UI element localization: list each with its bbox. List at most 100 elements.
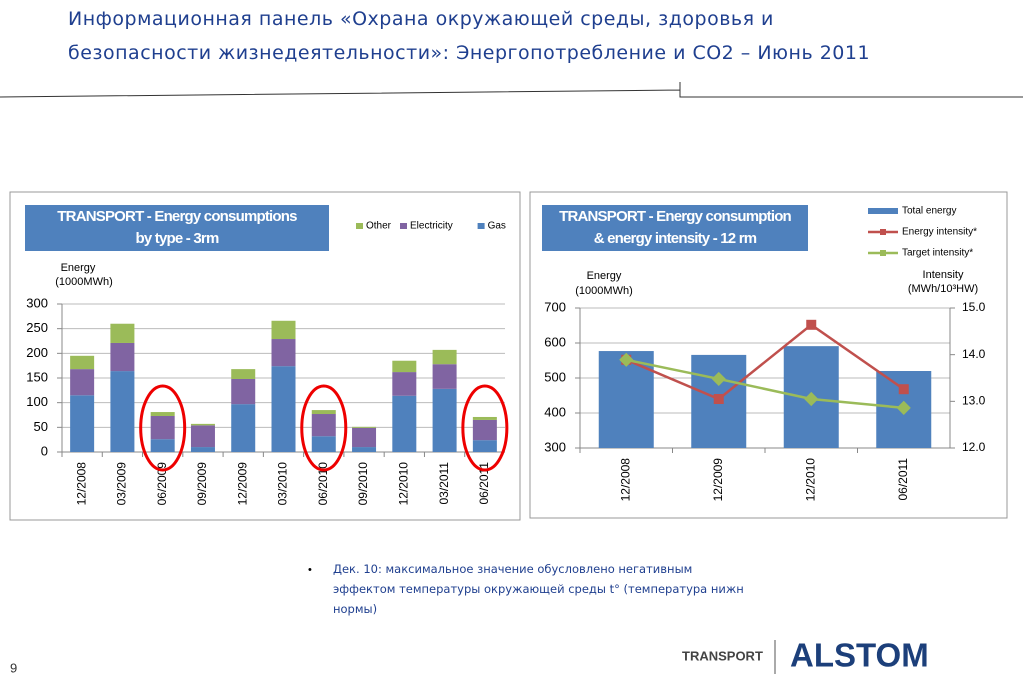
bar — [352, 447, 377, 452]
x-tick-label: 03/2010 — [276, 462, 290, 506]
bar — [70, 355, 95, 370]
chart-title: by type - 3rm — [136, 230, 219, 247]
legend-swatch — [400, 223, 407, 229]
legend-swatch — [880, 229, 886, 235]
bar — [110, 371, 135, 452]
bar — [70, 369, 95, 396]
bar — [392, 395, 417, 452]
y-tick-label: 600 — [544, 334, 566, 349]
brand: ALSTOM — [790, 637, 929, 674]
bar — [432, 364, 457, 389]
y-tick-label: 0 — [41, 443, 48, 458]
marker — [898, 384, 909, 395]
page-number: 9 — [10, 660, 17, 675]
division: TRANSPORT — [682, 648, 763, 663]
bar — [472, 419, 497, 441]
legend-swatch — [477, 223, 485, 229]
bar — [231, 404, 256, 452]
bar — [352, 426, 377, 428]
bullet: • — [308, 564, 312, 576]
bar — [231, 369, 256, 379]
highlight-ring — [461, 384, 509, 472]
x-tick-label: 03/2011 — [437, 462, 451, 505]
x-tick-label: 03/2009 — [115, 462, 129, 506]
x-tick-label: 09/2009 — [195, 462, 209, 506]
y-tick-label: 150 — [26, 369, 48, 384]
bar — [432, 388, 457, 452]
y2-tick-label: 13.0 — [962, 394, 986, 408]
chart-title: TRANSPORT - Energy consumptions — [57, 208, 297, 225]
x-tick-label: 09/2010 — [356, 462, 370, 506]
x-tick-label: 12/2009 — [235, 462, 249, 506]
x-tick-label: 12/2008 — [618, 458, 632, 502]
bar — [271, 366, 296, 452]
legend-label: Energy intensity* — [902, 227, 977, 238]
bar — [231, 378, 256, 405]
y-tick-label: 50 — [34, 419, 48, 434]
marker — [619, 352, 634, 367]
bar — [311, 410, 336, 415]
title-box — [540, 203, 810, 253]
y2-tick-label: 15.0 — [962, 300, 986, 314]
y-axis-label: (1000MWh) — [575, 285, 632, 297]
y-tick-label: 250 — [26, 320, 48, 335]
y2-axis-label: Intensity — [923, 269, 964, 281]
y2-tick-label: 14.0 — [962, 347, 986, 361]
legend-label: Target intensity* — [902, 248, 973, 259]
y-tick-label: 500 — [544, 369, 566, 384]
marker — [896, 400, 911, 415]
highlight-ring — [300, 384, 348, 472]
legend-swatch — [880, 250, 886, 256]
marker — [806, 319, 817, 330]
y-axis-label: Energy — [61, 262, 96, 274]
legend-label: Other — [366, 221, 392, 232]
bar — [271, 339, 296, 367]
bar — [190, 447, 215, 452]
legend-label: Gas — [488, 221, 506, 232]
highlight-ring — [139, 384, 187, 472]
line — [625, 323, 905, 401]
y2-tick-label: 12.0 — [962, 440, 986, 454]
slide-title: Информационная панель «Охрана окружающей… — [68, 8, 871, 64]
bar — [190, 425, 215, 448]
x-tick-label: 12/2010 — [803, 458, 817, 502]
bar — [352, 427, 377, 448]
note: Дек. 10: максимальное значение обусловле… — [333, 562, 744, 616]
x-tick-label: 06/2010 — [316, 462, 330, 506]
bar — [190, 423, 215, 426]
bar — [472, 416, 497, 420]
bar — [311, 436, 336, 452]
x-tick-label: 06/2009 — [155, 462, 169, 506]
bar — [110, 323, 135, 343]
x-tick-label: 12/2009 — [711, 458, 725, 502]
bar — [432, 349, 457, 365]
y-axis-label: Energy — [587, 270, 622, 282]
chart-title: TRANSPORT - Energy consumption — [559, 208, 791, 225]
y-tick-label: 300 — [544, 439, 566, 454]
y-tick-label: 400 — [544, 404, 566, 419]
legend-swatch — [356, 223, 363, 229]
y-tick-label: 200 — [26, 345, 48, 360]
line — [625, 358, 904, 410]
legend-swatch — [868, 208, 898, 214]
y-tick-label: 700 — [544, 299, 566, 314]
title-box — [23, 203, 331, 253]
y-tick-label: 100 — [26, 394, 48, 409]
bar — [150, 412, 175, 416]
bar — [150, 439, 175, 452]
bar — [271, 320, 296, 340]
marker — [711, 371, 726, 387]
header-rule — [0, 82, 1023, 98]
legend-label: Electricity — [410, 221, 453, 232]
x-tick-label: 12/2008 — [74, 462, 88, 506]
y-axis-label: (1000MWh) — [55, 276, 112, 288]
bar — [311, 414, 336, 437]
bar — [392, 372, 417, 396]
bar — [110, 342, 135, 372]
chart-title: & energy intensity - 12 rm — [594, 230, 757, 247]
bar — [150, 415, 175, 440]
x-tick-label: 06/2011 — [477, 462, 491, 505]
x-tick-label: 06/2011 — [896, 458, 910, 501]
